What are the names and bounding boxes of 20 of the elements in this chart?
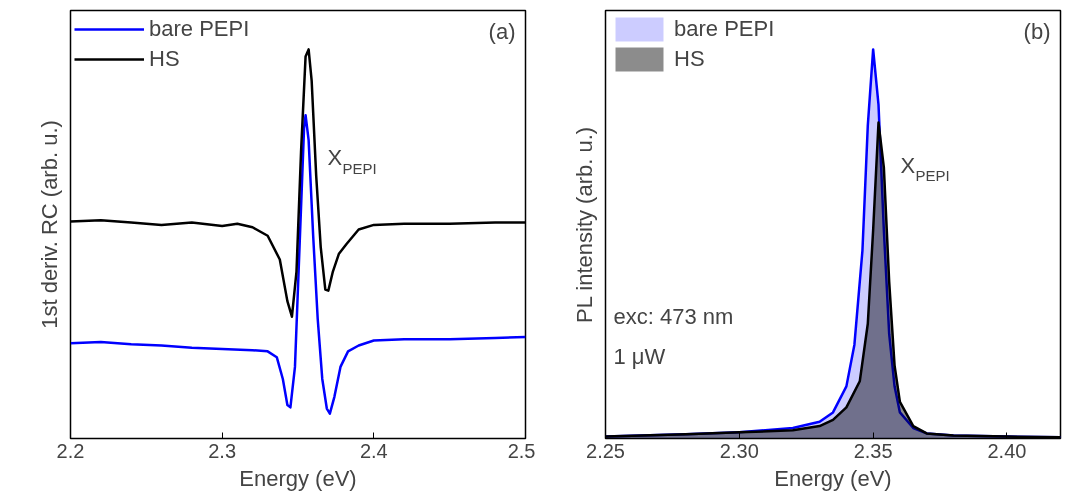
y-axis-title: 1st deriv. RC (arb. u.) (36, 120, 62, 329)
text: (b) (1023, 18, 1051, 44)
annotation: 1 μW (613, 343, 666, 369)
annotation: exc: 473 nm (613, 303, 734, 329)
x-axis-title: Energy (eV) (239, 465, 357, 491)
x-tick-label: 2.35 (853, 439, 893, 462)
x-tick-label: 2.30 (719, 439, 759, 462)
x-tick-label: 2.3 (208, 439, 237, 462)
x-tick-label: 2.5 (507, 439, 536, 462)
x-tick-label: 2.25 (586, 439, 625, 462)
y-axis-title: PL intensity (arb. u.) (571, 126, 597, 323)
x-tick-label: 2.4 (359, 439, 388, 462)
text: (a) (488, 18, 516, 44)
legend-label: bare PEPI (149, 16, 250, 42)
x-tick-label: 2.2 (56, 439, 85, 462)
x-tick-label: 2.40 (987, 439, 1027, 462)
legend-label: HS (674, 46, 705, 72)
legend-label: bare PEPI (674, 16, 775, 42)
x-axis-title: Energy (eV) (774, 465, 892, 491)
legend-label: HS (149, 46, 180, 72)
